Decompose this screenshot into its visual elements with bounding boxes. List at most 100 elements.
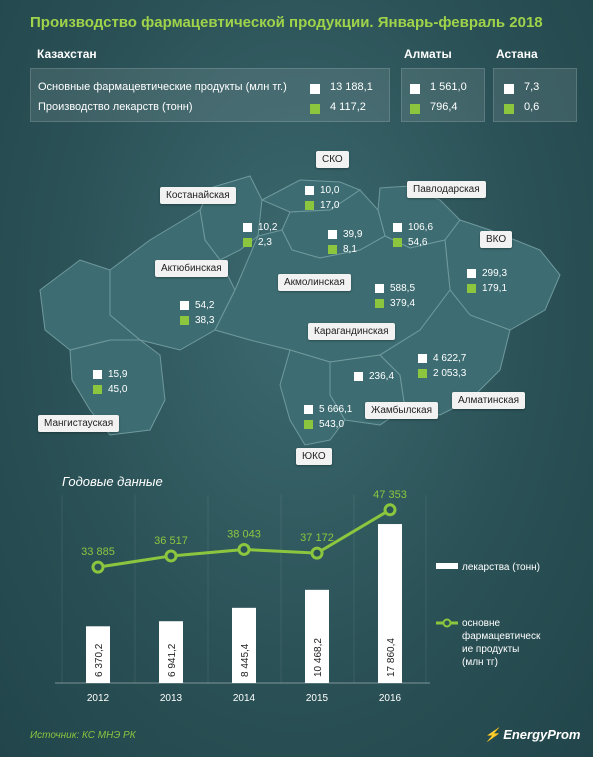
values-vko: 299,3 179,1 bbox=[467, 266, 507, 296]
kz-panel bbox=[30, 68, 390, 122]
legend-bar-swatch bbox=[436, 563, 458, 569]
x-tick-label-2016: 2016 bbox=[379, 693, 402, 704]
values-yuko: 5 666,1 543,0 bbox=[304, 402, 352, 432]
kz-row-1-value: 13 188,1 bbox=[330, 81, 373, 93]
yuko-value-2: 543,0 bbox=[319, 419, 345, 430]
sko-value-1: 10,0 bbox=[320, 185, 340, 196]
man-value-1: 15,9 bbox=[108, 369, 128, 380]
bar-label-2012: 6 370,2 bbox=[94, 643, 105, 677]
label-karaganda: Карагандинская bbox=[308, 323, 395, 340]
sko-value-2: 17,0 bbox=[320, 200, 340, 211]
kz-panel-title: Казахстан bbox=[37, 47, 97, 61]
label-akmola: Акмолинская bbox=[278, 274, 351, 291]
line-label-2012: 33 885 bbox=[81, 546, 115, 558]
legend-bar-label: лекарства (тонн) bbox=[462, 562, 540, 573]
astana-value-2: 0,6 bbox=[524, 101, 540, 113]
pav-value-2: 54,6 bbox=[408, 237, 428, 248]
label-almaty-region: Алматинская bbox=[452, 392, 525, 409]
legend-line-marker bbox=[442, 618, 452, 628]
label-sko: СКО bbox=[316, 151, 349, 168]
values-pavlodar: 106,6 54,6 bbox=[393, 220, 433, 250]
bar-label-2015: 10 468,2 bbox=[313, 638, 324, 677]
label-vko: ВКО bbox=[480, 231, 513, 248]
values-karaganda: 588,5 379,4 bbox=[375, 281, 415, 311]
alm-value-1: 4 622,7 bbox=[433, 353, 467, 364]
annual-section-title: Годовые данные bbox=[62, 474, 163, 489]
values-kostanay: 10,2 2,3 bbox=[243, 220, 277, 250]
white-square-icon bbox=[310, 80, 320, 98]
kar-value-2: 379,4 bbox=[390, 298, 416, 309]
region-yuko-shape bbox=[279, 349, 346, 446]
vko-value-1: 299,3 bbox=[482, 268, 508, 279]
legend-line-label: основне bbox=[462, 618, 500, 629]
values-almaty-region: 4 622,7 2 053,3 bbox=[418, 351, 466, 381]
label-aktobe: Актюбинская bbox=[155, 260, 228, 277]
line-label-2013: 36 517 bbox=[154, 535, 188, 547]
zham-value-1: 236,4 bbox=[369, 371, 395, 382]
kz-row-2-label: Производство лекарств (тонн) bbox=[38, 101, 193, 113]
values-zhambyl: 236,4 bbox=[354, 369, 394, 384]
green-square-icon bbox=[504, 100, 514, 118]
akm-value-2: 8,1 bbox=[343, 244, 357, 255]
yuko-value-1: 5 666,1 bbox=[319, 404, 353, 415]
legend-line-label: фармацевтическ bbox=[462, 630, 541, 642]
x-tick-label-2014: 2014 bbox=[233, 693, 256, 704]
label-zhambyl: Жамбылская bbox=[365, 402, 438, 419]
x-tick-label-2013: 2013 bbox=[160, 693, 183, 704]
kost-value-2: 2,3 bbox=[258, 237, 272, 248]
label-mangystau: Мангистауская bbox=[38, 415, 120, 432]
green-square-icon bbox=[310, 100, 320, 118]
kz-row-1-label: Основные фармацевтические продукты (млн … bbox=[38, 81, 287, 93]
bar-label-2016: 17 860,4 bbox=[386, 638, 397, 677]
label-pavlodar: Павлодарская bbox=[407, 181, 486, 198]
lightning-icon: ⚡ bbox=[484, 727, 501, 742]
alm-value-2: 2 053,3 bbox=[433, 368, 467, 379]
bar-2014 bbox=[232, 607, 256, 683]
region-west-shape bbox=[39, 259, 142, 351]
line-point-2015 bbox=[310, 546, 324, 560]
bar-2016 bbox=[378, 524, 402, 683]
almaty-value-2: 796,4 bbox=[430, 101, 458, 113]
values-sko: 10,0 17,0 bbox=[305, 183, 339, 213]
line-point-2014 bbox=[237, 542, 251, 556]
akt-value-2: 38,3 bbox=[195, 315, 215, 326]
vko-value-2: 179,1 bbox=[482, 283, 508, 294]
line-label-2014: 38 043 bbox=[227, 528, 261, 540]
legend-line-label: (млн тг) bbox=[462, 657, 498, 668]
bar-2012 bbox=[86, 626, 110, 683]
bar-label-2014: 8 445,4 bbox=[240, 643, 251, 677]
kar-value-1: 588,5 bbox=[390, 283, 416, 294]
line-label-2015: 37 172 bbox=[300, 532, 334, 544]
line-point-2016 bbox=[383, 503, 397, 517]
almaty-panel-title: Алматы bbox=[404, 47, 452, 61]
brand-logo: ⚡ EnergyProm bbox=[484, 727, 581, 743]
white-square-icon bbox=[504, 80, 514, 98]
akt-value-1: 54,2 bbox=[195, 300, 215, 311]
annual-chart: 6 370,2 6 941,2 8 445,4 10 468,2 17 860,4 201… bbox=[55, 489, 541, 704]
white-square-icon bbox=[410, 80, 420, 98]
label-kostanay: Костанайская bbox=[160, 187, 236, 204]
line-label-2016: 47 353 bbox=[373, 489, 407, 501]
bar-2015 bbox=[305, 589, 329, 683]
line-point-2013 bbox=[164, 549, 178, 563]
values-mangystau: 15,9 45,0 bbox=[93, 367, 127, 397]
x-tick-label-2015: 2015 bbox=[306, 693, 329, 704]
astana-panel-title: Астана bbox=[496, 47, 538, 61]
legend-line-label: ие продукты bbox=[462, 644, 519, 655]
brand-name: EnergyProm bbox=[503, 727, 581, 742]
source-text: Источник: КС МНЭ РК bbox=[30, 730, 136, 741]
kost-value-1: 10,2 bbox=[258, 222, 278, 233]
values-akmola: 39,9 8,1 bbox=[328, 227, 362, 257]
astana-value-1: 7,3 bbox=[524, 81, 540, 93]
x-tick-label-2012: 2012 bbox=[87, 693, 110, 704]
bar-label-2013: 6 941,2 bbox=[167, 643, 178, 677]
region-almaty-shape bbox=[379, 289, 511, 416]
almaty-value-1: 1 561,0 bbox=[430, 81, 467, 93]
kz-row-2-value: 4 117,2 bbox=[330, 101, 366, 113]
man-value-2: 45,0 bbox=[108, 384, 128, 395]
bar-2013 bbox=[159, 621, 183, 683]
green-square-icon bbox=[410, 100, 420, 118]
pav-value-1: 106,6 bbox=[408, 222, 434, 233]
label-yuko: ЮКО bbox=[296, 448, 332, 465]
akm-value-1: 39,9 bbox=[343, 229, 363, 240]
